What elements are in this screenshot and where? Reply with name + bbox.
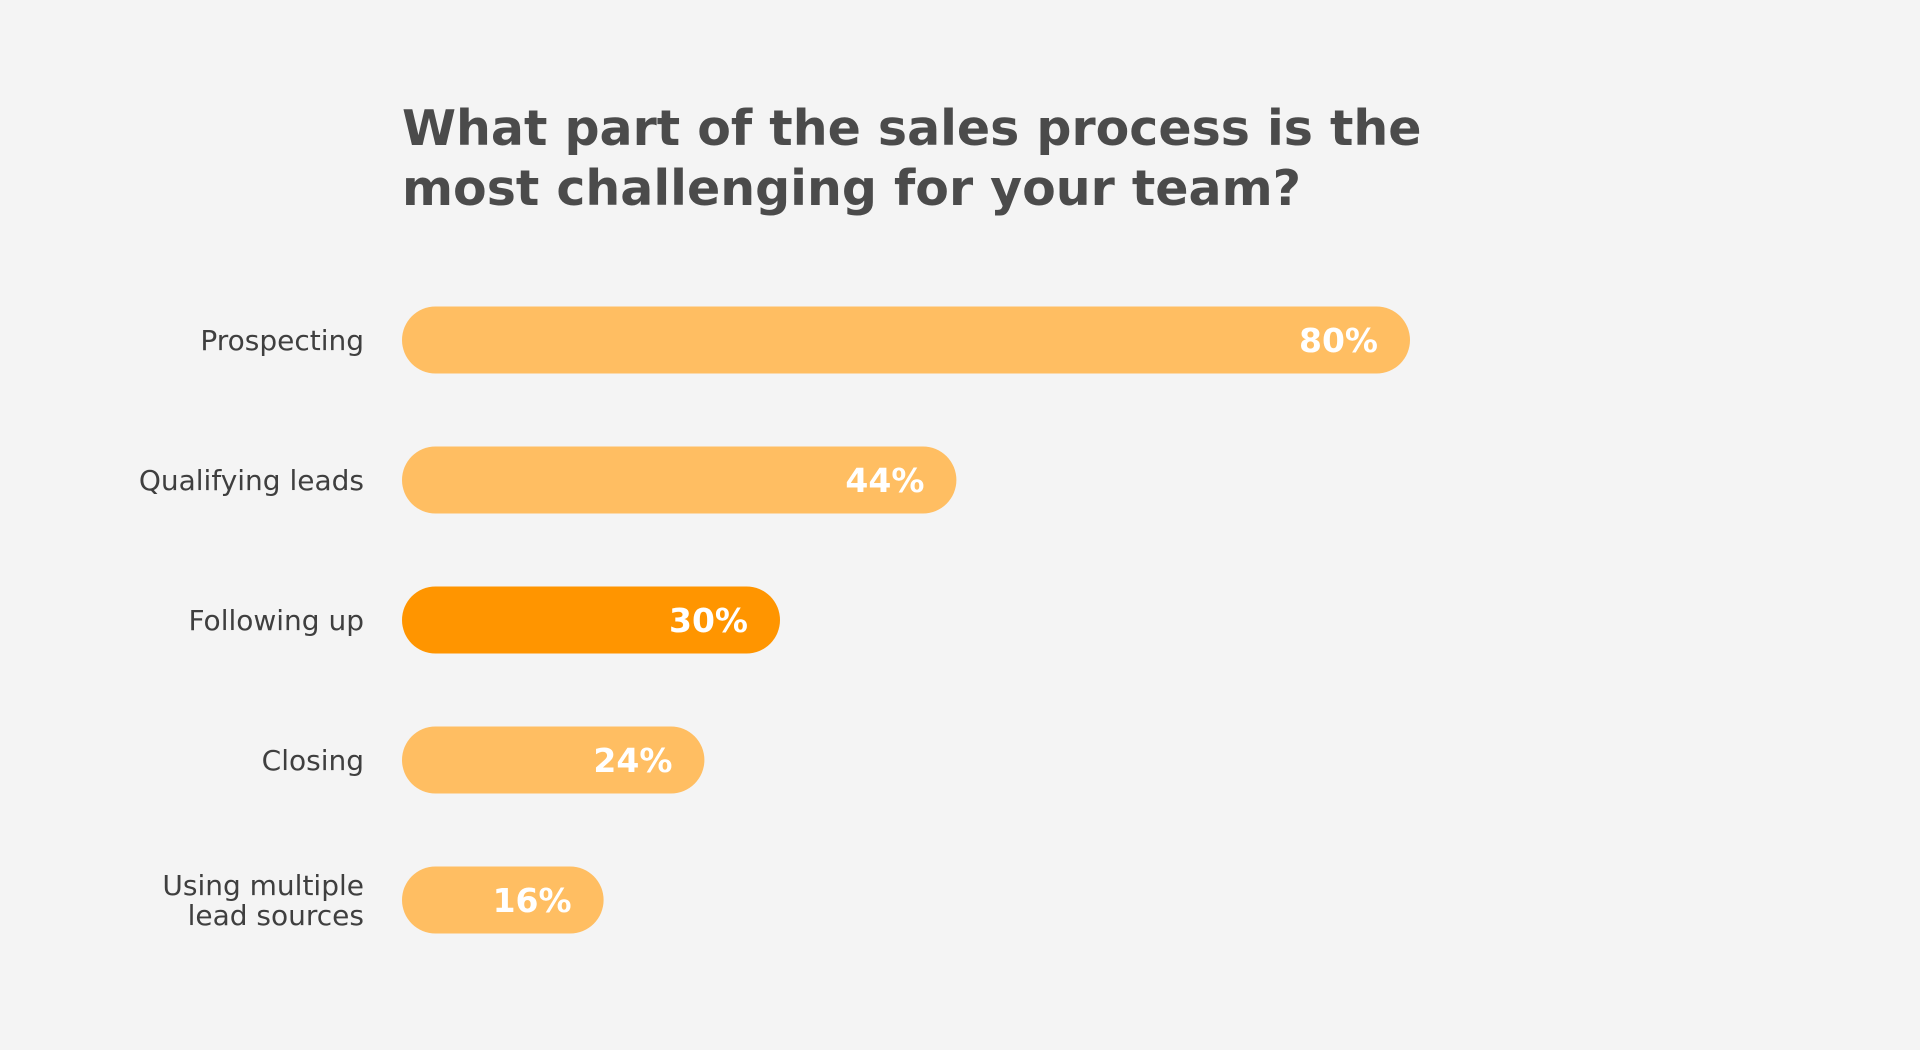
category-label: Using multiple (162, 869, 364, 902)
chart-title-line: most challenging for your team? (402, 160, 1301, 217)
value-label: 16% (493, 881, 572, 920)
value-label: 44% (845, 461, 924, 500)
category-label: Qualifying leads (139, 464, 364, 497)
value-labels-group: 80% 44% 30% 24% 16% (493, 321, 1378, 920)
bar (402, 446, 957, 514)
bar (402, 866, 604, 934)
value-label: 24% (593, 741, 672, 780)
value-label: 80% (1299, 321, 1378, 360)
category-labels-group: Prospecting Qualifying leads Following up C… (139, 324, 364, 932)
bar (402, 306, 1410, 374)
chart-title: What part of the sales process is the mo… (402, 100, 1422, 217)
category-label: Following up (188, 604, 364, 637)
bar (402, 726, 705, 794)
category-label: Prospecting (200, 324, 364, 357)
category-label: lead sources (188, 899, 364, 932)
category-label: Closing (262, 744, 364, 777)
bar (402, 586, 780, 654)
bars-group (402, 306, 1410, 934)
value-label: 30% (669, 601, 748, 640)
chart-title-line: What part of the sales process is the (402, 100, 1422, 157)
